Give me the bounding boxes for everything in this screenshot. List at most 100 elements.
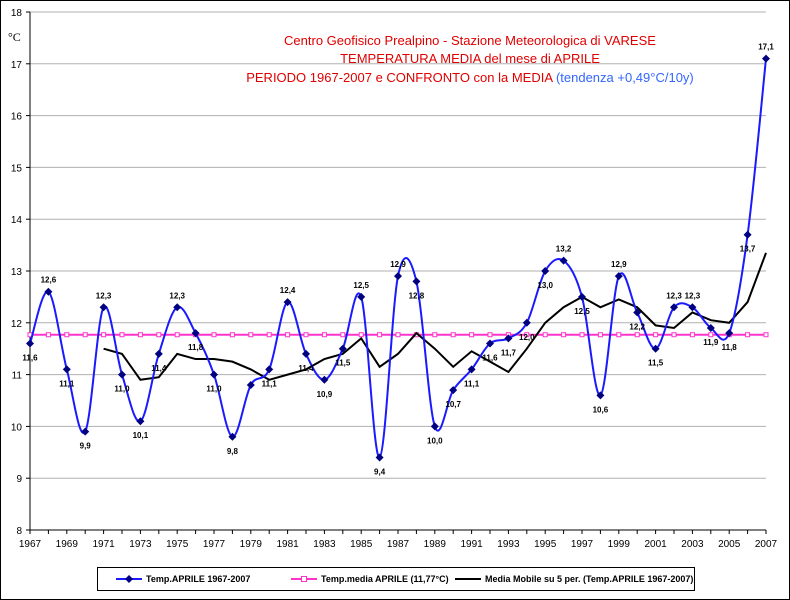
data-label: 12,3 — [96, 291, 112, 300]
mean-marker — [689, 332, 695, 338]
data-label: 12,9 — [611, 260, 627, 269]
temperature-marker — [338, 344, 347, 353]
mean-marker — [137, 332, 143, 338]
mean-marker — [285, 332, 291, 338]
x-tick-label: 1975 — [166, 539, 189, 550]
data-label: 11,5 — [335, 359, 351, 368]
mean-marker — [745, 332, 751, 338]
x-tick-label: 2007 — [755, 539, 778, 550]
data-label: 9,8 — [227, 447, 239, 456]
mean-marker — [211, 332, 217, 338]
x-tick-label: 1981 — [276, 539, 299, 550]
temperature-marker — [430, 422, 439, 431]
x-tick-label: 1997 — [571, 539, 594, 550]
data-label: 11,5 — [648, 359, 664, 368]
y-axis-label: °C — [8, 30, 21, 44]
mean-marker — [358, 332, 364, 338]
y-tick-label: 10 — [11, 422, 23, 433]
mean-marker — [432, 332, 438, 338]
y-tick-label: 9 — [16, 474, 22, 485]
temperature-marker — [725, 329, 734, 338]
temperature-marker — [191, 329, 200, 338]
y-tick-label: 11 — [12, 371, 23, 382]
data-label: 12,0 — [519, 333, 535, 342]
temperature-marker — [99, 303, 108, 312]
mean-marker — [229, 332, 235, 338]
legend-item-series1: Temp.APRILE 1967-2007 — [116, 568, 250, 590]
temperature-marker — [26, 339, 34, 348]
temperature-marker — [173, 303, 182, 312]
mean-marker — [597, 332, 603, 338]
y-tick-label: 15 — [11, 163, 23, 174]
x-tick-label: 1991 — [460, 539, 483, 550]
mean-marker — [266, 332, 272, 338]
data-label: 10,9 — [317, 390, 333, 399]
data-label: 17,1 — [758, 43, 774, 52]
temperature-marker — [283, 298, 292, 307]
chart-title-period: PERIODO 1967-2007 e CONFRONTO con la MED… — [246, 70, 553, 85]
temperature-marker — [578, 292, 586, 301]
x-tick-label: 2005 — [718, 539, 741, 550]
data-label: 11,9 — [703, 338, 719, 347]
data-label: 11,1 — [464, 379, 480, 388]
data-label: 10,1 — [133, 431, 149, 440]
data-label: 12,3 — [169, 291, 185, 300]
x-tick-label: 1969 — [56, 539, 79, 550]
temperature-marker — [449, 386, 458, 395]
data-label: 11,8 — [722, 343, 738, 352]
temperature-marker — [559, 256, 568, 265]
mean-marker — [82, 332, 88, 338]
x-tick-label: 1971 — [92, 539, 115, 550]
data-label: 12,9 — [390, 260, 406, 269]
data-label: 12,8 — [409, 291, 425, 300]
mean-marker — [248, 332, 254, 338]
trend-note: (tendenza +0,49°C/10y) — [555, 70, 694, 85]
data-label: 10,0 — [427, 436, 443, 445]
mean-marker — [450, 332, 456, 338]
temperature-marker — [633, 308, 642, 317]
x-tick-label: 1985 — [350, 539, 373, 550]
data-label: 10,6 — [593, 405, 609, 414]
temperature-marker — [614, 272, 623, 281]
x-tick-label: 1999 — [608, 539, 631, 550]
legend-label-series1: Temp.APRILE 1967-2007 — [146, 574, 251, 584]
mean-marker — [708, 332, 714, 338]
data-label: 12,5 — [353, 281, 369, 290]
x-tick-label: 1973 — [129, 539, 152, 550]
x-tick-label: 1983 — [313, 539, 336, 550]
data-label: 11,1 — [59, 379, 75, 388]
temperature-marker — [302, 349, 310, 358]
temperature-marker — [504, 334, 513, 343]
chart-title-line1: Centro Geofisico Prealpino - Stazione Me… — [284, 33, 656, 48]
mean-marker — [671, 332, 677, 338]
data-label: 11,6 — [482, 354, 498, 363]
temperature-marker — [394, 272, 402, 281]
data-label: 11,8 — [188, 343, 204, 352]
temperature-marker — [118, 370, 126, 379]
x-tick-label: 2003 — [681, 539, 704, 550]
temperature-marker — [486, 339, 494, 348]
data-label: 13,0 — [537, 281, 553, 290]
temperature-marker — [762, 54, 770, 63]
mean-marker — [340, 332, 346, 338]
temperature-marker — [357, 292, 366, 301]
temperature-marker — [596, 391, 605, 400]
temperature-marker — [688, 303, 697, 312]
mean-marker — [653, 332, 659, 338]
mean-marker — [395, 332, 401, 338]
legend-item-series3: Media Mobile su 5 per. (Temp.APRILE 1967… — [455, 568, 693, 590]
data-label: 11,7 — [501, 348, 517, 357]
data-label: 12,4 — [280, 286, 296, 295]
temperature-marker — [136, 417, 145, 426]
data-label: 12,6 — [41, 276, 57, 285]
temperature-marker — [412, 277, 421, 286]
mean-marker — [616, 332, 622, 338]
mean-marker — [119, 332, 125, 338]
legend-swatch-series3 — [455, 578, 481, 580]
temperature-marker — [62, 365, 71, 374]
data-label: 11,4 — [298, 364, 314, 373]
data-label: 9,9 — [80, 442, 92, 451]
temperature-marker — [670, 303, 678, 312]
mean-marker — [763, 332, 769, 338]
